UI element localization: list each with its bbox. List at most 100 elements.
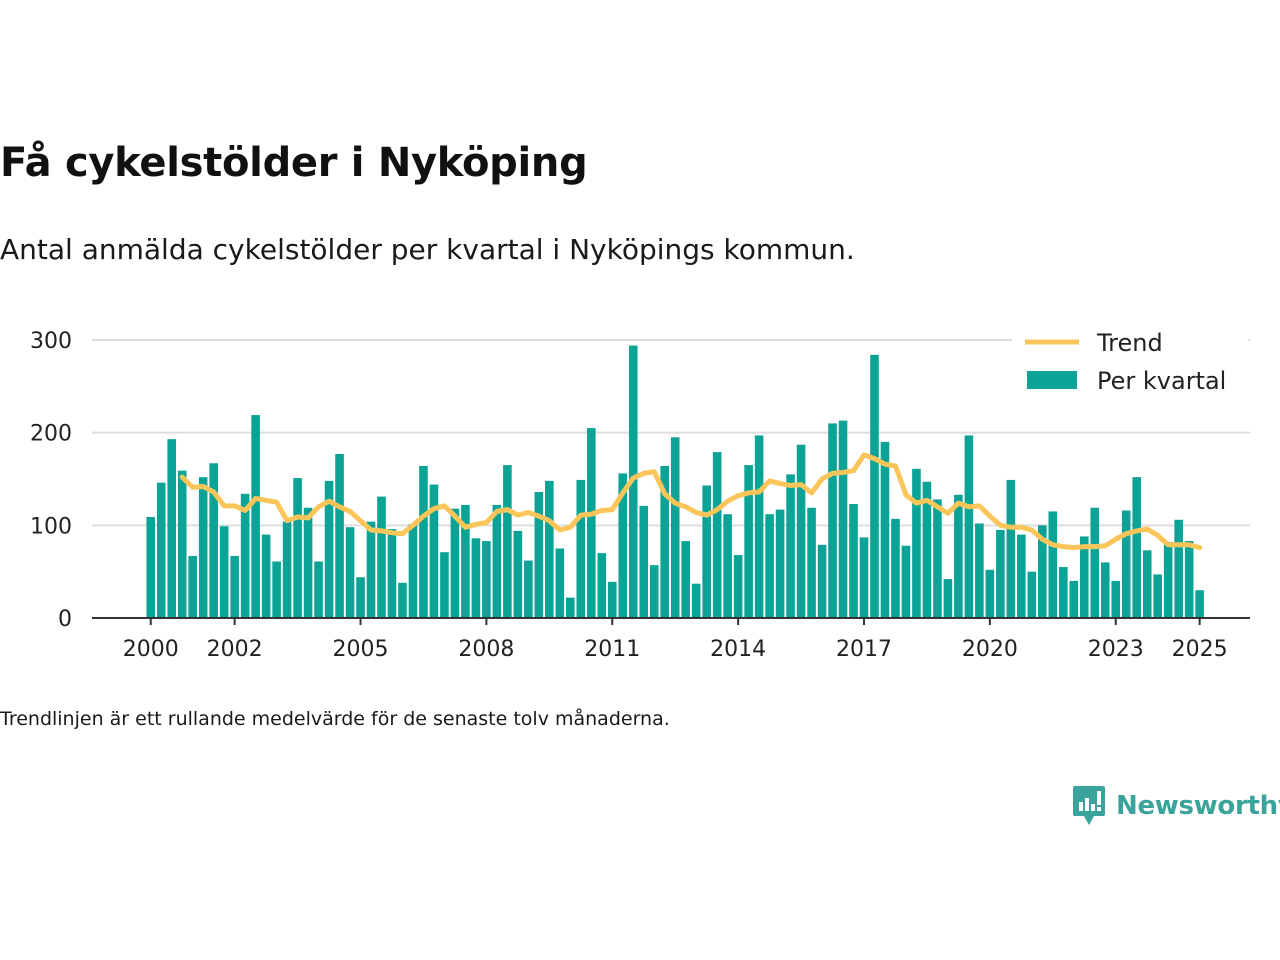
bar-32 [482,541,491,618]
newsworthy-logo-icon [1073,786,1105,825]
legend-label-per-kvartal: Per kvartal [1097,367,1226,395]
bar-15 [303,507,313,618]
bar-59 [765,514,774,618]
bar-40 [566,597,575,618]
x-tick-label-2000: 2000 [123,637,179,662]
newsworthy-logo-text: Newsworthy [1116,791,1280,821]
bar-14 [293,478,302,618]
bar-88 [1069,580,1079,618]
x-tick-label-2011: 2011 [584,637,640,662]
bar-56 [733,554,743,618]
bar-80 [985,569,995,618]
x-tick-label-2025: 2025 [1172,637,1228,662]
bar-series-per-kvartal [146,345,1204,618]
bar-9 [240,493,250,618]
bar-18 [335,453,344,618]
bar-34 [503,465,512,618]
bar-16 [314,561,323,618]
bar-65 [828,423,837,618]
bar-26 [419,466,428,618]
bar-0 [146,516,156,618]
bar-58 [754,435,764,618]
bar-55 [723,514,732,618]
bar-63 [807,507,816,618]
y-tick-label-100: 100 [30,514,72,539]
bar-12 [272,561,281,618]
bar-39 [555,548,565,618]
bar-5 [198,477,208,618]
bar-89 [1079,536,1089,618]
bar-35 [513,530,523,618]
bar-83 [1017,534,1026,618]
bar-92 [1111,580,1121,618]
bar-98 [1174,519,1183,618]
x-tick-label-2020: 2020 [962,637,1018,662]
bar-61 [786,474,795,618]
bar-6 [209,463,218,618]
bar-48 [649,565,659,618]
bar-81 [996,529,1005,618]
bar-33 [492,504,502,618]
bar-69 [870,354,879,618]
bar-49 [660,466,670,618]
bar-90 [1090,507,1100,618]
bar-13 [282,521,292,618]
bar-1 [156,482,166,618]
bar-95 [1142,550,1152,618]
bar-31 [471,538,481,618]
bar-7 [219,526,229,618]
bar-25 [408,524,418,618]
bar-74 [922,481,932,618]
bar-64 [817,544,827,618]
bar-17 [324,480,334,618]
bar-84 [1027,571,1037,618]
bar-42 [586,428,596,618]
bar-60 [775,509,785,618]
bar-37 [534,491,544,618]
bar-82 [1006,479,1016,618]
line-series-trend [179,452,1203,551]
bar-4 [188,555,197,618]
legend-label-trend: Trend [1096,329,1163,357]
bar-10 [251,415,260,618]
bar-71 [891,518,900,618]
bar-20 [356,577,365,618]
bar-53 [702,485,711,618]
bar-38 [545,480,554,618]
bar-28 [440,552,449,618]
bar-97 [1163,542,1173,618]
newsworthy-logo[interactable]: Newsworthy [1072,785,1280,827]
bar-47 [639,505,649,618]
bar-76 [943,579,953,618]
bar-23 [387,529,397,618]
x-tick-label-2017: 2017 [836,637,892,662]
bar-70 [880,441,890,618]
bar-30 [461,504,470,618]
bar-67 [849,504,858,618]
bar-77 [954,494,963,618]
bar-86 [1048,511,1058,618]
bar-52 [691,583,701,618]
x-tick-label-2008: 2008 [458,637,514,662]
bar-66 [838,420,848,618]
bar-11 [261,534,271,618]
bar-78 [964,435,974,618]
y-tick-label-300: 300 [30,329,72,354]
bar-27 [429,484,439,618]
bar-72 [901,545,911,618]
x-tick-label-2014: 2014 [710,637,766,662]
bar-21 [366,521,376,618]
y-tick-label-200: 200 [30,422,72,447]
bar-chart: 0 100 200 300 2000 2002 2005 2008 2011 2014 2017 20… [30,322,1250,662]
bar-94 [1132,477,1142,618]
trend-line [179,452,1203,551]
bar-45 [618,473,628,618]
bar-41 [576,479,586,618]
bar-51 [681,541,690,618]
x-tick-label-2023: 2023 [1088,637,1144,662]
bar-73 [912,468,921,618]
axes: 0 100 200 300 2000 2002 2005 2008 2011 2014 2017 20… [30,329,1250,662]
bar-29 [450,508,460,618]
bar-36 [524,560,533,618]
bar-87 [1058,567,1068,618]
